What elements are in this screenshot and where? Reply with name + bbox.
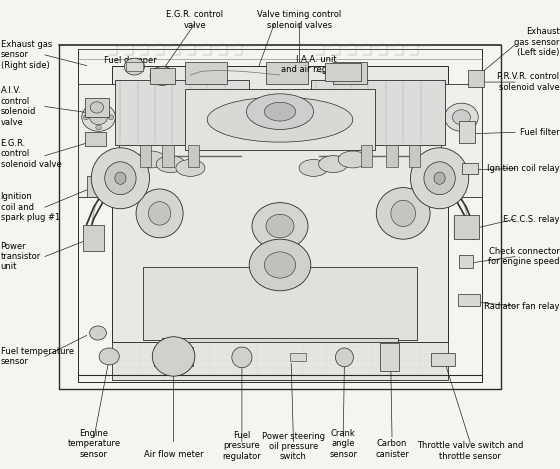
Bar	[325, 63, 361, 81]
Bar	[185, 62, 227, 84]
Ellipse shape	[246, 94, 314, 129]
Ellipse shape	[136, 189, 183, 238]
Ellipse shape	[335, 348, 353, 367]
Text: Ignition coil relay: Ignition coil relay	[487, 164, 559, 173]
Text: Power steering
oil pressure
switch: Power steering oil pressure switch	[262, 431, 325, 461]
Bar	[188, 145, 199, 167]
Ellipse shape	[338, 151, 367, 168]
Ellipse shape	[105, 162, 136, 195]
Ellipse shape	[434, 172, 445, 184]
Text: Crank
angle
sensor: Crank angle sensor	[329, 429, 357, 459]
Text: Fuel temperature
sensor: Fuel temperature sensor	[1, 347, 74, 366]
Text: Air flow meter: Air flow meter	[144, 450, 203, 459]
Bar	[143, 267, 417, 340]
Bar	[311, 80, 445, 145]
Bar	[459, 255, 473, 268]
Ellipse shape	[91, 148, 150, 209]
Text: Throttle valve switch and
throttle sensor: Throttle valve switch and throttle senso…	[417, 441, 524, 461]
Bar	[431, 353, 455, 366]
Bar	[87, 176, 104, 197]
Text: Carbon
canister: Carbon canister	[375, 439, 409, 459]
Ellipse shape	[299, 159, 328, 176]
Text: I.A.A. unit
and air regulator: I.A.A. unit and air regulator	[281, 55, 352, 75]
Text: Radiator fan relay: Radiator fan relay	[484, 302, 559, 311]
Text: Fuel filter: Fuel filter	[520, 128, 559, 137]
Ellipse shape	[137, 151, 166, 168]
Ellipse shape	[108, 115, 114, 120]
Bar	[462, 163, 478, 174]
Ellipse shape	[391, 200, 416, 227]
Ellipse shape	[115, 172, 126, 184]
Text: E.C.C.S. relay: E.C.C.S. relay	[503, 214, 559, 224]
Ellipse shape	[124, 58, 144, 75]
Ellipse shape	[148, 202, 171, 225]
Bar	[83, 225, 104, 251]
Ellipse shape	[232, 347, 252, 368]
Ellipse shape	[264, 102, 296, 121]
Text: Exhaust gas
sensor
(Right side): Exhaust gas sensor (Right side)	[1, 40, 52, 70]
Bar	[162, 145, 174, 167]
Bar	[115, 80, 249, 145]
Text: Fuel damper: Fuel damper	[104, 55, 156, 65]
Ellipse shape	[99, 348, 119, 365]
Text: E.G.R. control
valve: E.G.R. control valve	[166, 10, 223, 30]
Bar	[112, 342, 448, 380]
Ellipse shape	[90, 102, 104, 113]
Ellipse shape	[90, 326, 106, 340]
Bar	[333, 62, 367, 84]
Text: Exhaust
gas sensor
(Left side): Exhaust gas sensor (Left side)	[514, 27, 559, 57]
Bar	[266, 62, 308, 84]
Bar	[454, 215, 479, 239]
Bar	[380, 343, 399, 371]
Bar	[386, 145, 398, 167]
Bar	[78, 84, 119, 197]
Ellipse shape	[176, 159, 205, 176]
Ellipse shape	[82, 103, 115, 131]
Text: P.R.V.R. control
solenoid valve: P.R.V.R. control solenoid valve	[497, 72, 559, 92]
Ellipse shape	[249, 239, 311, 291]
Ellipse shape	[90, 110, 108, 125]
Text: Ignition
coil and
spark plug #1: Ignition coil and spark plug #1	[1, 192, 60, 222]
Bar	[112, 66, 448, 342]
Text: E.G.R.
control
solenoid valve: E.G.R. control solenoid valve	[1, 139, 61, 169]
Bar	[154, 347, 193, 366]
Bar	[458, 294, 480, 306]
Ellipse shape	[96, 125, 101, 130]
Text: A.I.V.
control
solenoid
valve: A.I.V. control solenoid valve	[1, 86, 36, 127]
Ellipse shape	[452, 110, 470, 125]
Bar	[162, 338, 398, 380]
Bar	[185, 89, 375, 150]
Ellipse shape	[264, 252, 296, 278]
Ellipse shape	[152, 337, 195, 376]
Bar	[459, 121, 475, 143]
Ellipse shape	[252, 203, 308, 250]
Bar	[468, 70, 484, 87]
Ellipse shape	[319, 156, 348, 173]
Bar	[85, 98, 109, 117]
Text: Fuel
pressure
regulator: Fuel pressure regulator	[222, 431, 262, 461]
Bar	[290, 353, 306, 361]
Text: Valve timing control
solenoid valves: Valve timing control solenoid valves	[258, 10, 342, 30]
Ellipse shape	[445, 103, 478, 131]
Ellipse shape	[266, 214, 294, 238]
Ellipse shape	[207, 97, 353, 142]
Ellipse shape	[83, 115, 89, 120]
Bar	[409, 145, 420, 167]
Text: Engine
temperature
sensor: Engine temperature sensor	[68, 429, 120, 459]
Ellipse shape	[150, 67, 175, 85]
Ellipse shape	[376, 188, 430, 239]
Bar	[140, 145, 151, 167]
Text: Power
transistor
unit: Power transistor unit	[1, 242, 41, 272]
Ellipse shape	[156, 156, 185, 173]
Bar	[150, 68, 175, 84]
Bar	[441, 84, 482, 197]
Ellipse shape	[424, 162, 455, 195]
Bar	[126, 62, 143, 71]
Text: Check connector
for engine speed: Check connector for engine speed	[488, 247, 559, 266]
Bar	[361, 145, 372, 167]
Ellipse shape	[96, 105, 101, 109]
Ellipse shape	[410, 148, 469, 209]
Bar	[85, 132, 106, 146]
